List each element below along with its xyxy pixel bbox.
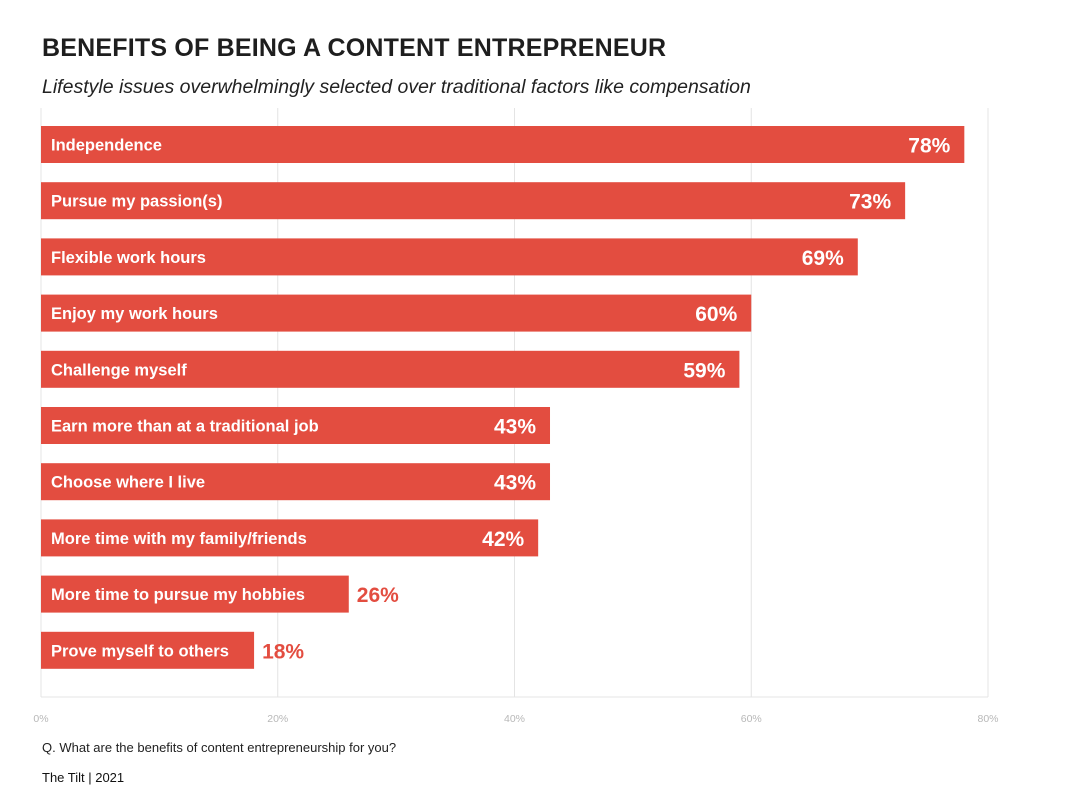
bar — [41, 350, 740, 388]
category-label: Pursue my passion(s) — [51, 193, 222, 211]
category-label: Enjoy my work hours — [51, 305, 218, 323]
category-label: Independence — [51, 137, 162, 155]
value-label: 43% — [494, 416, 536, 439]
x-tick-label: 20% — [267, 713, 288, 725]
value-label: 73% — [849, 191, 891, 214]
bar — [41, 519, 539, 557]
value-label: 42% — [482, 528, 524, 551]
x-tick-label: 0% — [33, 713, 48, 725]
x-tick-label: 40% — [504, 713, 525, 725]
value-label: 59% — [683, 359, 725, 382]
bar — [41, 407, 551, 444]
bar — [41, 631, 255, 669]
category-label: More time to pursue my hobbies — [51, 586, 305, 604]
category-label: Choose where I live — [51, 474, 205, 492]
value-label: 26% — [357, 584, 399, 607]
value-label: 69% — [802, 247, 844, 270]
bar — [41, 126, 965, 163]
x-tick-label: 60% — [741, 713, 762, 725]
bar — [41, 575, 349, 613]
bar — [41, 182, 906, 220]
category-label: Prove myself to others — [51, 642, 229, 660]
survey-question: Q. What are the benefits of content entr… — [42, 740, 397, 755]
bar — [41, 463, 551, 501]
category-label: More time with my family/friends — [51, 530, 307, 548]
source-credit: The Tilt | 2021 — [42, 770, 125, 785]
chart-subtitle: Lifestyle issues overwhelmingly selected… — [42, 76, 751, 98]
chart-title: BENEFITS OF BEING A CONTENT ENTREPRENEUR — [42, 34, 667, 62]
value-label: 60% — [695, 303, 737, 326]
category-label: Flexible work hours — [51, 249, 206, 267]
bar — [41, 294, 752, 332]
bar — [41, 238, 858, 276]
value-label: 78% — [908, 135, 950, 158]
category-label: Challenge myself — [51, 361, 187, 379]
x-tick-label: 80% — [977, 713, 998, 725]
category-label: Earn more than at a traditional job — [51, 418, 319, 436]
value-label: 43% — [494, 472, 536, 495]
value-label: 18% — [262, 640, 304, 663]
